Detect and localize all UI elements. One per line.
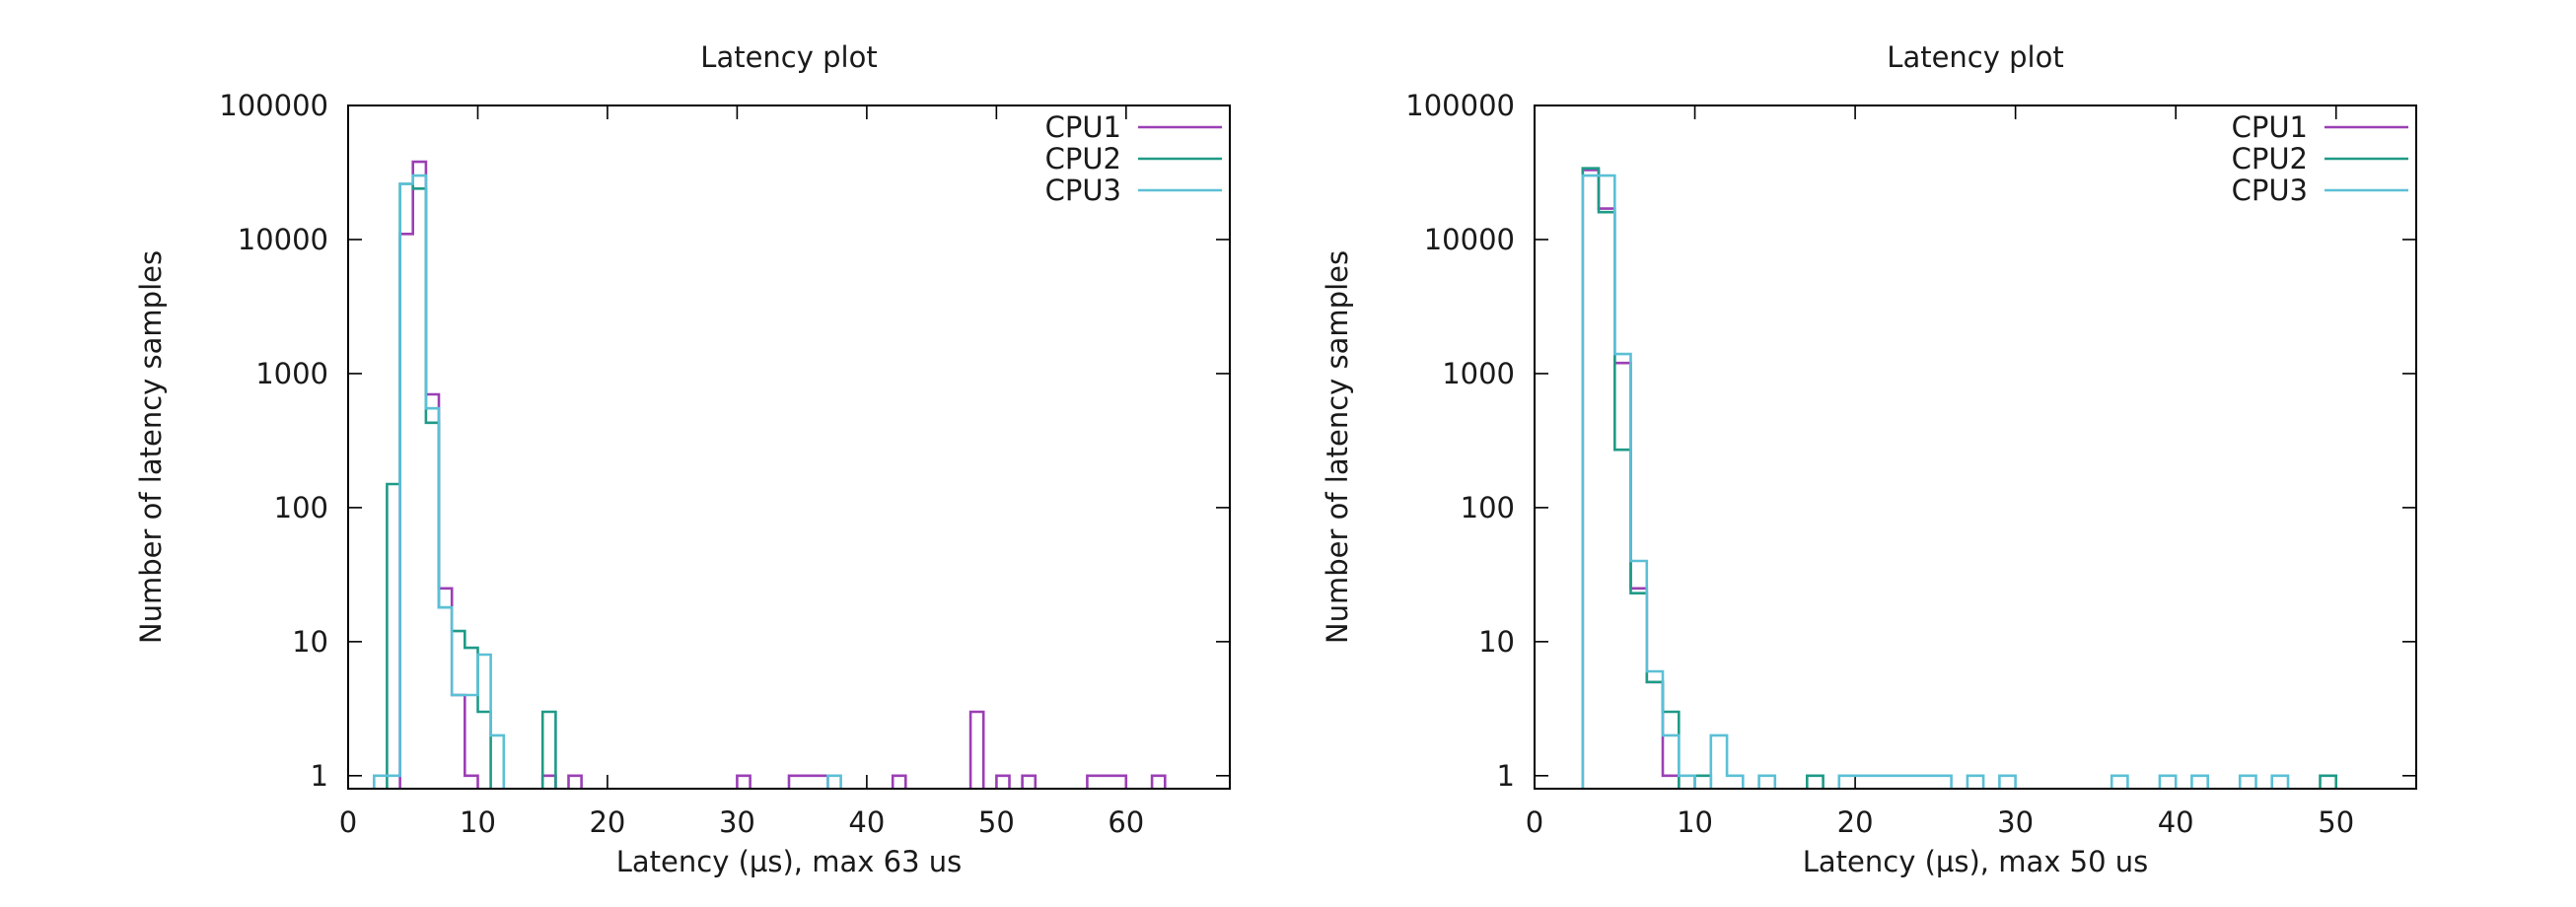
x-tick-label: 40: [2158, 805, 2194, 839]
y-tick-label: 100000: [1405, 89, 1515, 122]
series-cpu3: [1581, 174, 2290, 789]
x-axis-label: Latency (µs), max 50 us: [1803, 845, 2148, 878]
x-tick-label: 10: [460, 805, 496, 839]
series-cpu1: [398, 160, 1167, 789]
y-tick-label: 10000: [1424, 223, 1515, 256]
x-tick-label: 0: [1526, 805, 1543, 839]
legend-label: CPU2: [2232, 142, 2308, 175]
plot-frame: [347, 105, 1231, 790]
y-tick-label: 10000: [238, 223, 328, 256]
y-axis-label: Number of latency samples: [1321, 250, 1354, 644]
y-tick-label: 100: [1461, 491, 1515, 524]
y-tick-label: 100: [274, 491, 328, 524]
x-tick-label: 30: [1997, 805, 2034, 839]
chart-title: Latency plot: [700, 40, 877, 74]
x-tick-label: 50: [978, 805, 1015, 839]
y-tick-label: 1: [311, 759, 328, 793]
x-tick-label: 0: [339, 805, 357, 839]
series-cpu2: [1581, 167, 2337, 789]
chart-2: 1 10 100 1000 10000 100000 0 10 20 30 40 50 CPU1CPU2…: [1321, 40, 2417, 878]
series-cpu2: [386, 182, 557, 789]
chart-title: Latency plot: [1887, 40, 2063, 74]
y-tick-label: 10: [1478, 625, 1515, 659]
x-tick-label: 40: [848, 805, 885, 839]
y-tick-label: 100000: [219, 89, 328, 122]
legend-label: CPU1: [2232, 110, 2308, 144]
plot-frame: [1534, 105, 2417, 790]
x-tick-label: 50: [2318, 805, 2354, 839]
x-axis-label: Latency (µs), max 63 us: [616, 845, 962, 878]
legend-label: CPU3: [2232, 174, 2308, 207]
y-axis-label: Number of latency samples: [134, 250, 168, 644]
x-tick-label: 20: [589, 805, 625, 839]
legend-label: CPU3: [1045, 174, 1121, 207]
legend-label: CPU1: [1045, 110, 1121, 144]
legend-label: CPU2: [1045, 142, 1121, 175]
x-tick-label: 30: [719, 805, 755, 839]
y-tick-label: 1000: [255, 357, 328, 390]
y-tick-label: 1000: [1442, 357, 1515, 390]
x-tick-label: 60: [1108, 805, 1144, 839]
y-tick-label: 10: [292, 625, 328, 659]
series-cpu3: [373, 174, 842, 789]
x-tick-label: 10: [1677, 805, 1713, 839]
y-tick-label: 1: [1497, 759, 1515, 793]
x-tick-label: 20: [1837, 805, 1874, 839]
